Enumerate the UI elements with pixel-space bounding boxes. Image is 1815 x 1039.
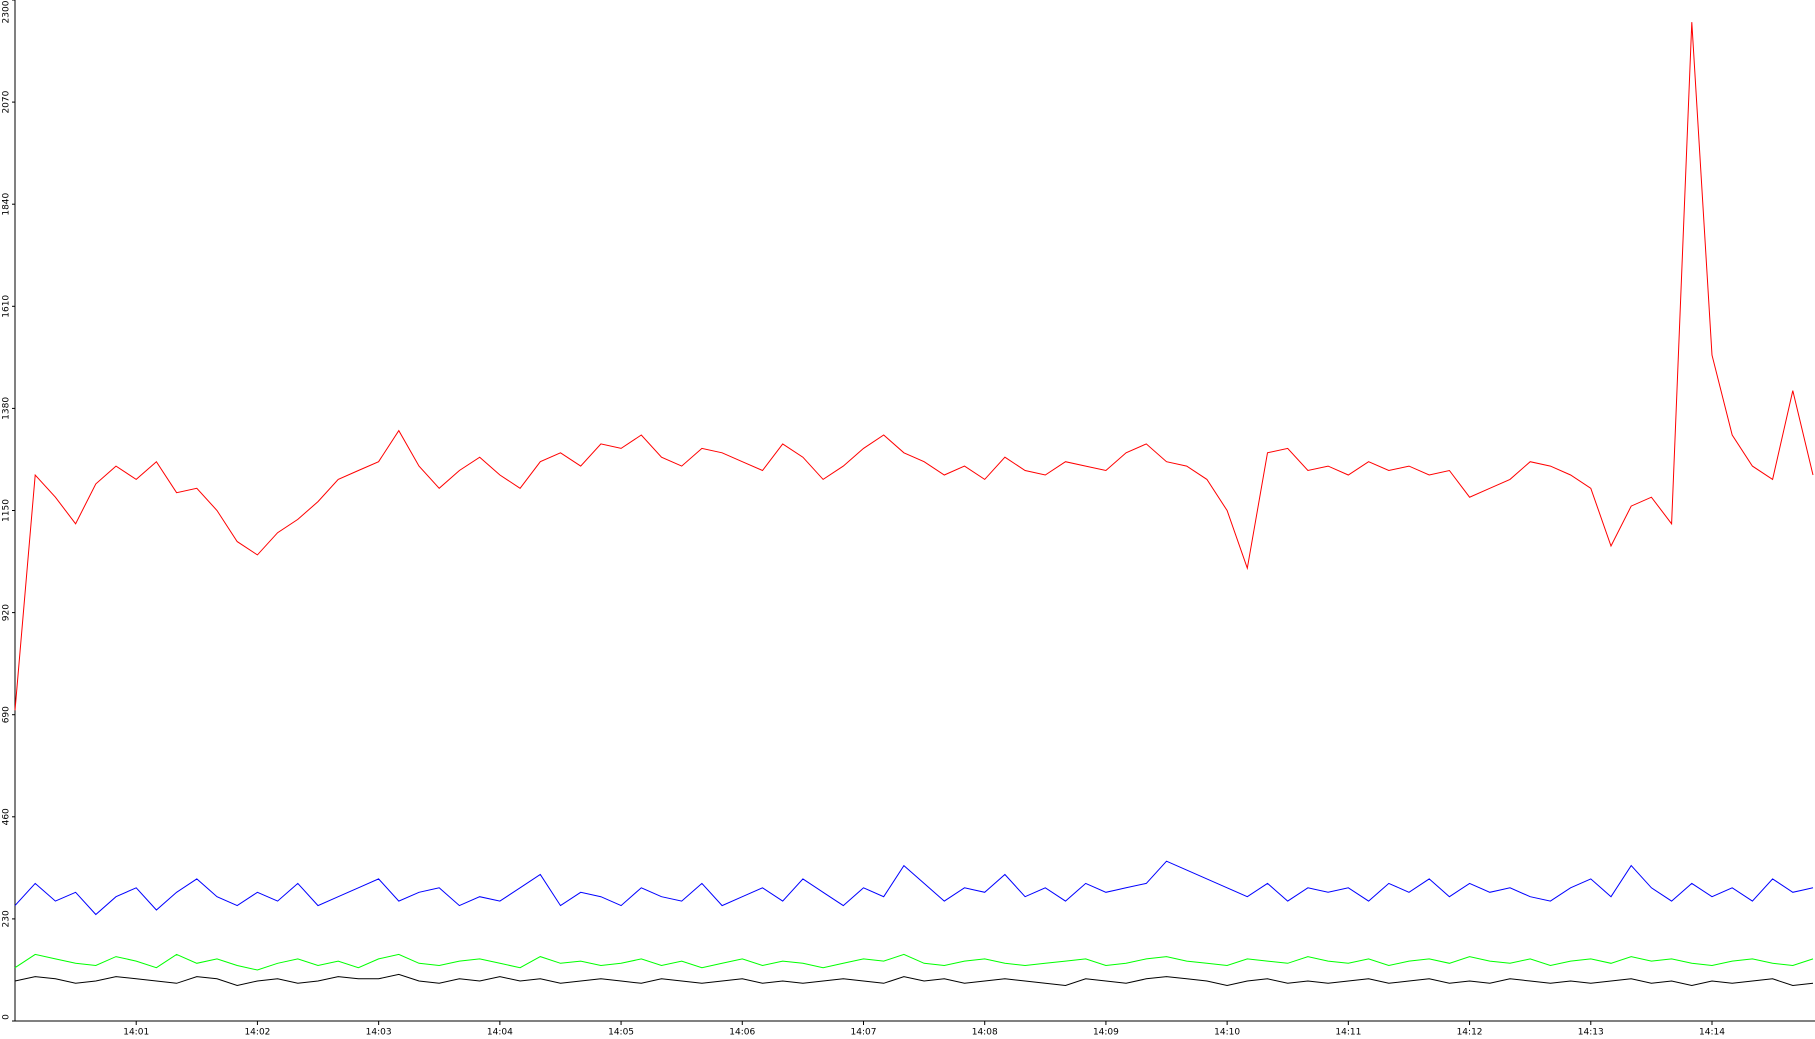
x-tick-label: 14:01 [123, 1028, 149, 1038]
y-tick-label: 2300 [2, 0, 12, 23]
x-tick-label: 14:12 [1457, 1028, 1483, 1038]
y-tick-label: 920 [2, 604, 12, 621]
x-tick-label: 14:09 [1093, 1028, 1119, 1038]
x-tick-label: 14:03 [366, 1028, 392, 1038]
y-tick-label: 460 [2, 808, 12, 825]
y-tick-label: 0 [2, 1014, 12, 1020]
y-tick-label: 1840 [2, 192, 12, 215]
x-tick-label: 14:14 [1699, 1028, 1725, 1038]
y-tick-label: 690 [2, 706, 12, 723]
x-tick-label: 14:13 [1578, 1028, 1604, 1038]
y-tick-label: 2070 [2, 90, 12, 113]
x-tick-label: 14:10 [1214, 1028, 1240, 1038]
x-tick-label: 14:05 [608, 1028, 634, 1038]
y-tick-label: 1380 [2, 397, 12, 420]
series-line [14, 953, 1814, 971]
series-line [14, 860, 1814, 916]
y-tick-label: 230 [2, 910, 12, 927]
x-tick-label: 14:07 [851, 1028, 877, 1038]
y-tick-label: 1610 [2, 295, 12, 318]
x-tick-label: 14:02 [244, 1028, 270, 1038]
x-tick-label: 14:11 [1335, 1028, 1361, 1038]
x-tick-label: 14:08 [972, 1028, 998, 1038]
series-line [14, 22, 1814, 711]
x-tick-label: 14:04 [487, 1028, 513, 1038]
series-line [14, 973, 1814, 987]
x-tick-label: 14:06 [729, 1028, 755, 1038]
y-tick-label: 1150 [2, 499, 12, 522]
